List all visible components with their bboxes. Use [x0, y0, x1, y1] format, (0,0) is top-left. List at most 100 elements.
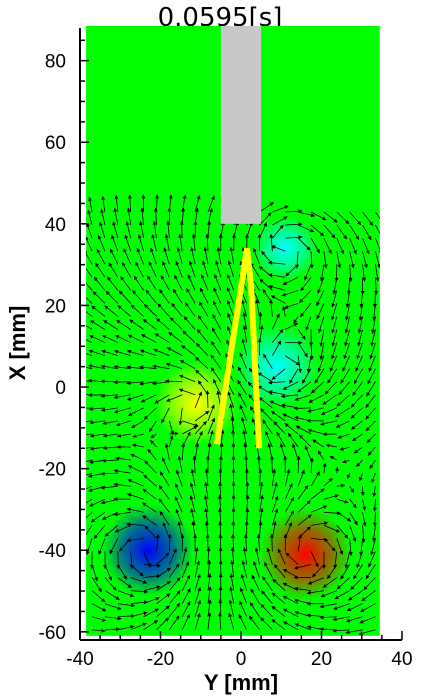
y-tick-label: 60	[45, 133, 66, 154]
velocity-vector	[91, 590, 106, 603]
velocity-vector	[349, 211, 362, 226]
velocity-vector	[199, 287, 209, 304]
velocity-vector	[251, 574, 260, 591]
velocity-vector	[113, 407, 131, 414]
velocity-vector	[194, 431, 203, 448]
velocity-vector	[320, 407, 337, 416]
velocity-vector	[178, 233, 183, 252]
velocity-vector	[304, 445, 312, 461]
velocity-vector	[171, 302, 183, 317]
velocity-vector	[207, 220, 212, 239]
velocity-vector	[323, 477, 333, 487]
velocity-vector	[86, 282, 93, 291]
velocity-vector	[319, 603, 337, 609]
velocity-vector	[245, 494, 250, 513]
velocity-vector	[194, 573, 201, 591]
velocity-vector	[169, 563, 180, 578]
velocity-vector	[295, 425, 312, 435]
velocity-vector	[108, 262, 119, 278]
velocity-vector	[336, 394, 350, 407]
velocity-vector	[178, 388, 196, 396]
velocity-vector	[294, 564, 312, 570]
velocity-vector	[327, 368, 338, 384]
velocity-vector	[372, 486, 377, 498]
velocity-vector	[345, 616, 363, 623]
velocity-vector	[148, 420, 157, 433]
velocity-vector	[127, 465, 144, 474]
velocity-vector	[316, 290, 325, 307]
velocity-vector	[126, 394, 144, 401]
velocity-vector	[188, 260, 196, 278]
velocity-vector	[362, 512, 367, 527]
velocity-vector	[143, 574, 161, 579]
velocity-vector	[226, 287, 235, 304]
velocity-vector	[117, 613, 136, 618]
x-tick-label: 0	[236, 649, 247, 670]
velocity-vector	[297, 484, 309, 500]
velocity-vector	[307, 577, 325, 585]
velocity-vector	[366, 381, 376, 397]
velocity-vector	[126, 207, 132, 226]
y-tick-label: -60	[39, 623, 66, 644]
vorticity-field	[86, 25, 380, 636]
velocity-vector	[239, 404, 248, 422]
velocity-vector	[285, 222, 303, 227]
velocity-vector	[259, 481, 264, 500]
velocity-vector	[267, 380, 286, 385]
velocity-vector	[361, 525, 366, 543]
velocity-vector	[365, 394, 376, 409]
velocity-vector	[312, 564, 325, 578]
velocity-vector	[186, 288, 196, 304]
velocity-vector	[259, 494, 264, 513]
velocity-vector	[359, 616, 376, 624]
velocity-vector	[335, 407, 350, 418]
velocity-vector	[130, 611, 148, 618]
velocity-vector	[143, 551, 151, 568]
velocity-vector	[89, 335, 106, 343]
velocity-vector	[322, 577, 338, 588]
velocity-vector	[272, 340, 282, 356]
velocity-vector	[136, 247, 144, 265]
velocity-vector	[361, 590, 376, 602]
velocity-vector	[194, 194, 201, 213]
velocity-vector	[323, 251, 328, 269]
velocity-vector	[241, 560, 248, 578]
y-tick-label: 20	[45, 296, 66, 317]
velocity-vector	[337, 433, 350, 439]
velocity-vector	[190, 468, 196, 487]
velocity-vector	[329, 355, 338, 372]
velocity-vector	[195, 356, 209, 369]
velocity-vector	[191, 520, 196, 539]
velocity-vector	[181, 207, 186, 226]
velocity-vector	[159, 289, 170, 304]
velocity-vector	[89, 498, 106, 507]
velocity-vector	[356, 342, 363, 360]
velocity-vector	[353, 368, 363, 385]
velocity-vector	[144, 525, 157, 539]
velocity-vector	[210, 354, 222, 369]
velocity-vector	[259, 325, 264, 343]
velocity-vector	[165, 362, 183, 370]
velocity-vector	[336, 224, 348, 240]
velocity-vector	[298, 434, 312, 448]
velocity-vector	[350, 577, 363, 590]
velocity-vector	[332, 628, 350, 633]
velocity-vector	[153, 207, 158, 226]
velocity-vector	[104, 577, 117, 591]
velocity-vector	[86, 366, 93, 370]
velocity-vector	[256, 533, 261, 552]
velocity-vector	[297, 355, 303, 374]
velocity-vector	[310, 488, 325, 500]
velocity-vector	[175, 469, 183, 487]
velocity-vector	[229, 573, 235, 591]
velocity-vector	[143, 563, 161, 568]
velocity-vector	[323, 237, 332, 255]
velocity-vector	[168, 420, 175, 436]
velocity-vector	[320, 590, 337, 598]
velocity-vector	[363, 577, 376, 591]
velocity-vector	[282, 621, 299, 631]
x-tick-label: -40	[66, 649, 93, 670]
velocity-vector	[298, 211, 316, 218]
velocity-vector	[167, 533, 172, 552]
velocity-vector	[369, 342, 376, 360]
